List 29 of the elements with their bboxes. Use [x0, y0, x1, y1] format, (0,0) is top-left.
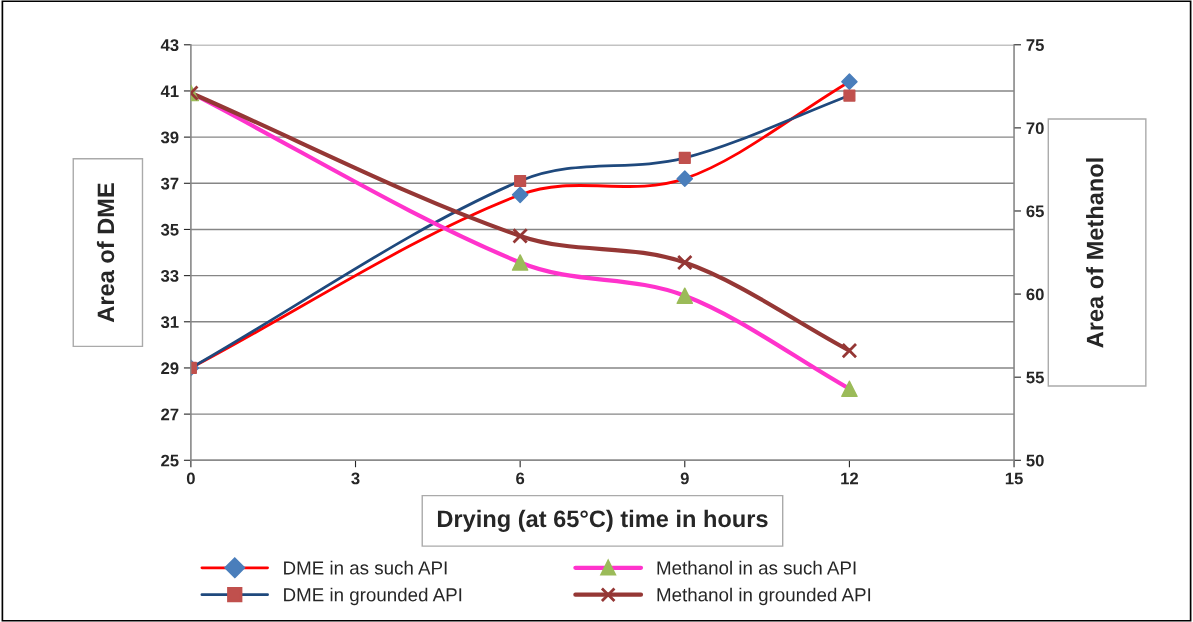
- legend-label: DME in as such API: [284, 560, 447, 575]
- y-tick-label: 43: [160, 39, 179, 52]
- y2-tick-label: 55: [1026, 371, 1044, 384]
- y-tick-label: 29: [161, 362, 179, 375]
- y2-tick-label: 75: [1026, 39, 1044, 51]
- y-tick-label: 27: [161, 408, 179, 421]
- y2-tick-label: 65: [1026, 205, 1044, 218]
- y-tick-label: 39: [160, 131, 179, 144]
- legend-label: DME in grounded API: [284, 587, 462, 606]
- y-tick-label: 33: [160, 270, 179, 282]
- x-tick-label: 15: [1005, 472, 1023, 485]
- legend-label: Methanol in grounded API: [657, 587, 871, 606]
- y2-tick-label: 50: [1026, 454, 1044, 467]
- y2-tick-label: 70: [1026, 122, 1044, 135]
- y-axis-title: Area of DME: [96, 183, 115, 323]
- y2-tick-label: 60: [1026, 288, 1044, 301]
- x-tick-label: 12: [841, 472, 859, 485]
- x-tick-label: 0: [186, 472, 195, 485]
- x-tick-label: 9: [680, 472, 689, 485]
- x-tick-label: 6: [516, 472, 525, 485]
- y-tick-label: 31: [160, 316, 179, 329]
- y-tick-label: 37: [160, 177, 179, 190]
- legend-label: Methanol in as such API: [657, 560, 856, 575]
- x-axis-title: Drying (at 65°C) time in hours: [437, 509, 768, 532]
- y-tick-label: 25: [161, 454, 179, 467]
- x-tick-label: 3: [351, 472, 360, 485]
- y-tick-label: 35: [160, 223, 179, 236]
- y-tick-label: 41: [160, 85, 179, 97]
- y2-axis-title: Area of Methanol: [1086, 158, 1104, 348]
